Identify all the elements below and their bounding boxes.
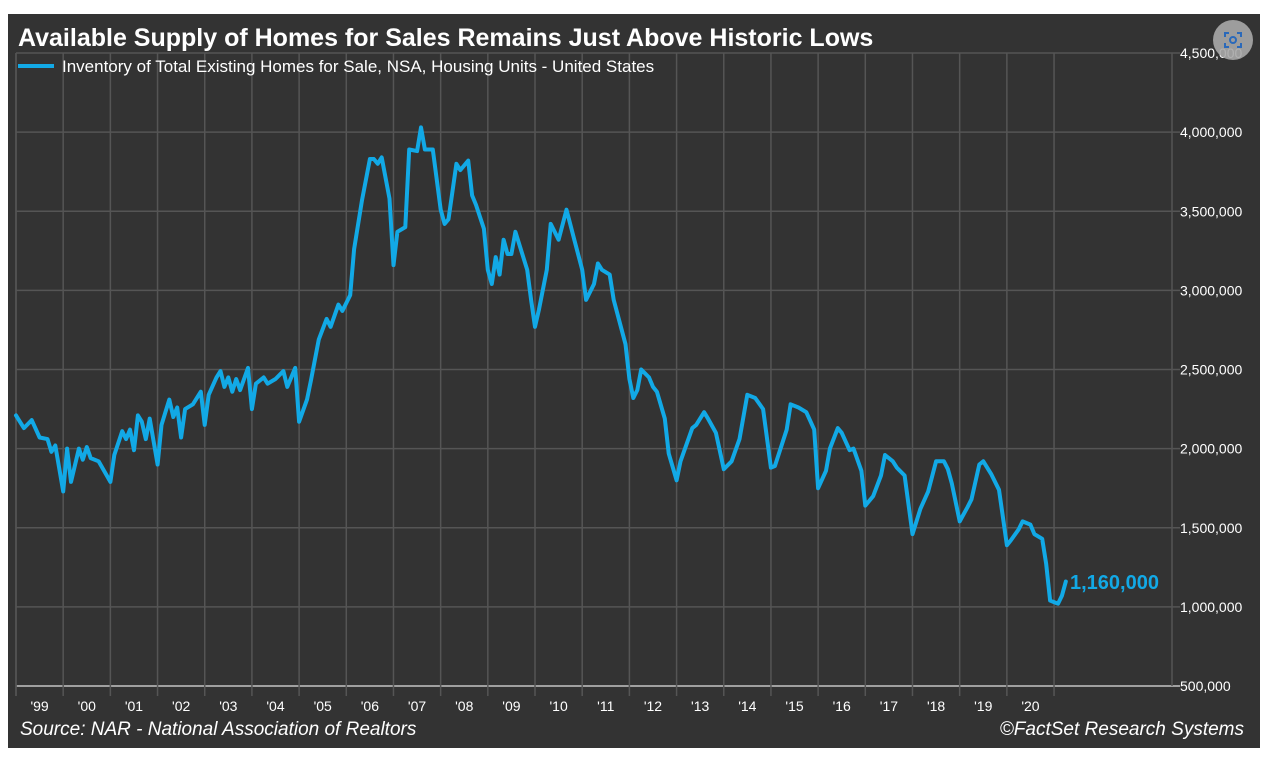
y-tick-label: 1,000,000 [1180,599,1242,615]
y-tick-label: 2,500,000 [1180,362,1242,378]
y-tick-label: 1,500,000 [1180,520,1242,536]
legend-label: Inventory of Total Existing Homes for Sa… [62,57,654,76]
x-tick-label: '04 [266,698,284,714]
y-tick-label: 3,500,000 [1180,203,1242,219]
x-tick-label: '11 [597,698,614,714]
x-tick-label: '03 [219,698,237,714]
y-tick-label: 500,000 [1180,678,1231,694]
x-tick-label: '12 [644,698,662,714]
source-note: Source: NAR - National Association of Re… [20,719,417,740]
visual-search-button[interactable] [1213,20,1253,60]
y-tick-label: 3,000,000 [1180,282,1242,298]
x-tick-label: '02 [172,698,190,714]
x-tick-label: '19 [974,698,992,714]
x-tick-label: '20 [1021,698,1039,714]
x-tick-label: '01 [125,698,143,714]
visual-search-icon [1224,32,1242,48]
y-tick-label: 4,000,000 [1180,124,1242,140]
x-tick-label: '08 [455,698,473,714]
chart-title: Available Supply of Homes for Sales Rema… [18,24,873,52]
x-tick-label: '00 [78,698,96,714]
credit-note: ©FactSet Research Systems [1000,719,1245,740]
grid [15,52,1180,696]
x-tick-label: '09 [502,698,520,714]
y-axis: 4,500,0004,000,0003,500,0003,000,0002,50… [1180,45,1242,694]
series-line [14,125,1068,606]
x-axis: '99 '00 '01 '02 '03 '04 '05 '06 '07 '08 '09 '10 '11 '… [30,698,1039,714]
x-tick-label: '99 [30,698,48,714]
x-tick-label: '16 [833,698,851,714]
x-tick-label: '15 [785,698,803,714]
x-tick-label: '06 [361,698,379,714]
x-tick-label: '07 [408,698,426,714]
last-value-label: 1,160,000 [1070,572,1159,594]
x-tick-label: '18 [927,698,945,714]
x-tick-label: '14 [738,698,756,714]
y-tick-label: 2,000,000 [1180,441,1242,457]
x-tick-label: '17 [880,698,898,714]
data-points [15,127,1066,604]
x-tick-label: '13 [691,698,709,714]
x-tick-label: '10 [549,698,567,714]
x-tick-label: '05 [314,698,332,714]
